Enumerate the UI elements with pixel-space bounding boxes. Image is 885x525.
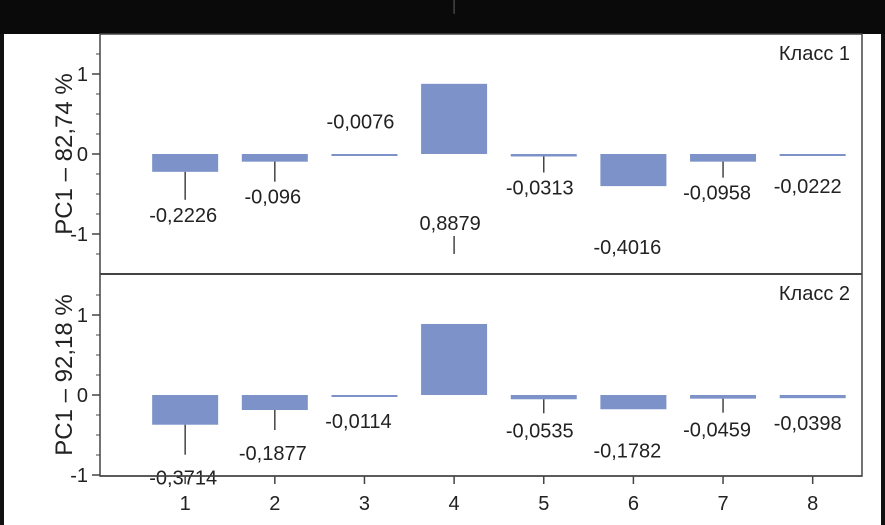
- top-banner: [0, 0, 885, 34]
- value-label: -0,3714: [149, 468, 217, 490]
- value-label: -0,096: [244, 187, 301, 209]
- value-label: -0,2226: [149, 205, 217, 227]
- value-label: -0,1877: [239, 443, 307, 465]
- bar: [421, 323, 488, 395]
- x-tick-label: 1: [180, 493, 191, 515]
- y-tick-label: 0: [77, 385, 88, 407]
- y-tick-label: -1: [70, 465, 88, 487]
- x-tick-label: 8: [807, 493, 818, 515]
- panel-title: Класс 2: [779, 283, 850, 305]
- value-label: -0,0535: [506, 420, 574, 442]
- value-label: -0,0313: [506, 178, 574, 200]
- value-label: -0,0076: [327, 112, 395, 134]
- bar: [331, 154, 398, 156]
- bar: [241, 395, 308, 411]
- bar: [600, 154, 667, 187]
- bar: [600, 395, 667, 410]
- bar: [152, 395, 219, 425]
- value-label: -0,0398: [774, 413, 842, 435]
- bar: [690, 154, 757, 162]
- bar: [152, 154, 219, 172]
- value-label: -0,0222: [774, 176, 842, 198]
- value-label: -0,0114: [325, 411, 391, 433]
- x-tick-label: 6: [628, 493, 639, 515]
- value-label: 0,8879: [420, 213, 481, 235]
- y-tick-label: 1: [77, 305, 88, 327]
- y-axis-label: PC1 – 92,18 %: [51, 294, 78, 455]
- bar: [421, 83, 488, 154]
- bar: [241, 154, 308, 162]
- y-tick-label: -1: [70, 224, 88, 246]
- bar: [510, 395, 577, 400]
- bar: [779, 395, 846, 399]
- value-label: -0,0459: [683, 420, 751, 442]
- x-tick-label: 3: [359, 493, 370, 515]
- x-tick-label: 2: [269, 493, 280, 515]
- y-tick-label: 1: [77, 64, 88, 86]
- bar: [331, 395, 398, 397]
- value-label: -0,4016: [593, 237, 661, 259]
- x-tick-label: 5: [538, 493, 549, 515]
- y-axis-label: PC1 – 82,74 %: [51, 73, 78, 234]
- bar: [779, 154, 846, 156]
- panel-title: Класс 1: [779, 43, 850, 65]
- value-label: -0,0958: [683, 183, 751, 205]
- value-label: -0,1782: [593, 440, 661, 462]
- bar: [510, 154, 577, 157]
- x-tick-label: 7: [717, 493, 728, 515]
- y-tick-label: 0: [77, 144, 88, 166]
- bar: [690, 395, 757, 399]
- x-tick-label: 4: [449, 493, 460, 515]
